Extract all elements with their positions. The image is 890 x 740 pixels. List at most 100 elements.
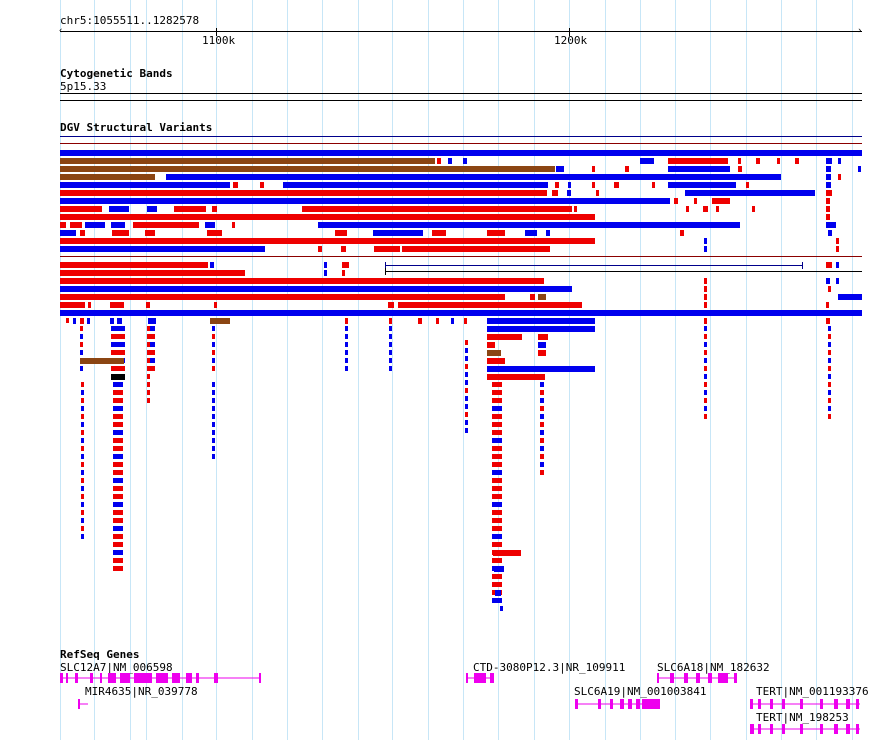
variant-feature[interactable]	[113, 558, 123, 563]
variant-feature[interactable]	[398, 302, 582, 308]
variant-feature[interactable]	[60, 278, 540, 284]
variant-feature[interactable]	[826, 174, 831, 180]
variant-feature[interactable]	[668, 182, 736, 188]
variant-feature[interactable]	[448, 158, 452, 164]
variant-feature[interactable]	[113, 542, 123, 547]
variant-feature[interactable]	[109, 206, 129, 212]
variant-feature[interactable]	[500, 606, 503, 611]
variant-feature[interactable]	[492, 534, 502, 539]
variant-feature[interactable]	[212, 382, 215, 387]
variant-feature[interactable]	[668, 166, 730, 172]
variant-feature[interactable]	[60, 286, 572, 292]
variant-feature[interactable]	[113, 518, 123, 523]
variant-feature[interactable]	[686, 206, 689, 212]
variant-feature[interactable]	[540, 382, 544, 387]
variant-feature[interactable]	[568, 182, 571, 188]
variant-feature[interactable]	[836, 238, 839, 244]
variant-feature[interactable]	[826, 278, 830, 284]
variant-feature[interactable]	[492, 494, 502, 499]
variant-feature[interactable]	[81, 510, 84, 515]
variant-feature[interactable]	[212, 446, 215, 451]
variant-feature[interactable]	[385, 265, 803, 266]
variant-feature[interactable]	[828, 366, 831, 371]
variant-feature[interactable]	[110, 318, 114, 324]
variant-feature[interactable]	[836, 246, 839, 252]
variant-feature[interactable]	[80, 326, 83, 331]
variant-feature[interactable]	[828, 374, 831, 379]
variant-feature[interactable]	[838, 174, 841, 180]
variant-feature[interactable]	[80, 334, 83, 339]
variant-feature[interactable]	[113, 550, 123, 555]
variant-feature[interactable]	[88, 302, 91, 308]
variant-feature[interactable]	[777, 158, 780, 164]
variant-feature[interactable]	[212, 438, 215, 443]
variant-feature[interactable]	[345, 318, 348, 324]
variant-feature[interactable]	[60, 206, 102, 212]
variant-feature[interactable]	[113, 438, 123, 443]
variant-feature[interactable]	[232, 222, 235, 228]
variant-feature[interactable]	[487, 342, 495, 348]
variant-feature[interactable]	[113, 382, 123, 387]
variant-feature[interactable]	[389, 350, 392, 355]
variant-feature[interactable]	[80, 342, 83, 347]
variant-feature[interactable]	[81, 470, 84, 475]
variant-feature[interactable]	[60, 222, 66, 228]
variant-feature[interactable]	[487, 366, 595, 372]
variant-feature[interactable]	[147, 206, 157, 212]
variant-feature[interactable]	[110, 302, 124, 308]
variant-feature[interactable]	[66, 318, 69, 323]
variant-feature[interactable]	[858, 166, 861, 172]
variant-feature[interactable]	[465, 348, 468, 353]
variant-feature[interactable]	[487, 350, 501, 356]
variant-feature[interactable]	[437, 158, 441, 164]
variant-feature[interactable]	[70, 222, 82, 228]
variant-feature[interactable]	[492, 598, 502, 603]
variant-feature[interactable]	[704, 334, 707, 339]
variant-feature[interactable]	[212, 358, 215, 363]
variant-feature[interactable]	[704, 414, 707, 419]
variant-feature[interactable]	[828, 286, 831, 292]
variant-feature[interactable]	[389, 366, 392, 371]
variant-feature[interactable]	[704, 302, 707, 308]
variant-feature[interactable]	[60, 270, 245, 276]
variant-feature[interactable]	[385, 268, 386, 275]
variant-feature[interactable]	[704, 350, 707, 355]
variant-feature[interactable]	[704, 342, 707, 347]
variant-feature[interactable]	[828, 342, 831, 347]
variant-feature[interactable]	[465, 372, 468, 377]
variant-feature[interactable]	[464, 318, 467, 324]
variant-feature[interactable]	[389, 326, 392, 331]
variant-feature[interactable]	[492, 390, 502, 395]
variant-feature[interactable]	[73, 318, 76, 324]
variant-feature[interactable]	[538, 342, 546, 348]
gene-slc6a18[interactable]	[657, 673, 737, 683]
variant-feature[interactable]	[113, 510, 123, 515]
variant-feature[interactable]	[826, 198, 830, 204]
variant-feature[interactable]	[540, 470, 544, 475]
variant-feature[interactable]	[147, 350, 155, 355]
variant-feature[interactable]	[81, 486, 84, 491]
variant-feature[interactable]	[828, 398, 831, 403]
variant-feature[interactable]	[60, 310, 862, 316]
variant-feature[interactable]	[418, 318, 422, 324]
variant-feature[interactable]	[113, 422, 123, 427]
variant-feature[interactable]	[207, 230, 222, 236]
variant-feature[interactable]	[640, 158, 654, 164]
variant-feature[interactable]	[838, 294, 862, 300]
variant-feature[interactable]	[704, 326, 707, 331]
variant-feature[interactable]	[81, 382, 84, 387]
gene-slc6a19[interactable]	[575, 699, 660, 709]
variant-feature[interactable]	[668, 158, 728, 164]
variant-feature[interactable]	[80, 230, 85, 236]
variant-feature[interactable]	[492, 478, 502, 483]
variant-feature[interactable]	[828, 230, 832, 236]
variant-feature[interactable]	[342, 262, 349, 268]
variant-feature[interactable]	[60, 174, 155, 180]
variant-feature[interactable]	[117, 318, 122, 324]
variant-feature[interactable]	[704, 278, 707, 284]
variant-feature[interactable]	[147, 358, 150, 363]
variant-feature[interactable]	[385, 262, 386, 269]
variant-feature[interactable]	[540, 390, 544, 395]
variant-feature[interactable]	[538, 350, 546, 356]
variant-feature[interactable]	[555, 182, 559, 188]
